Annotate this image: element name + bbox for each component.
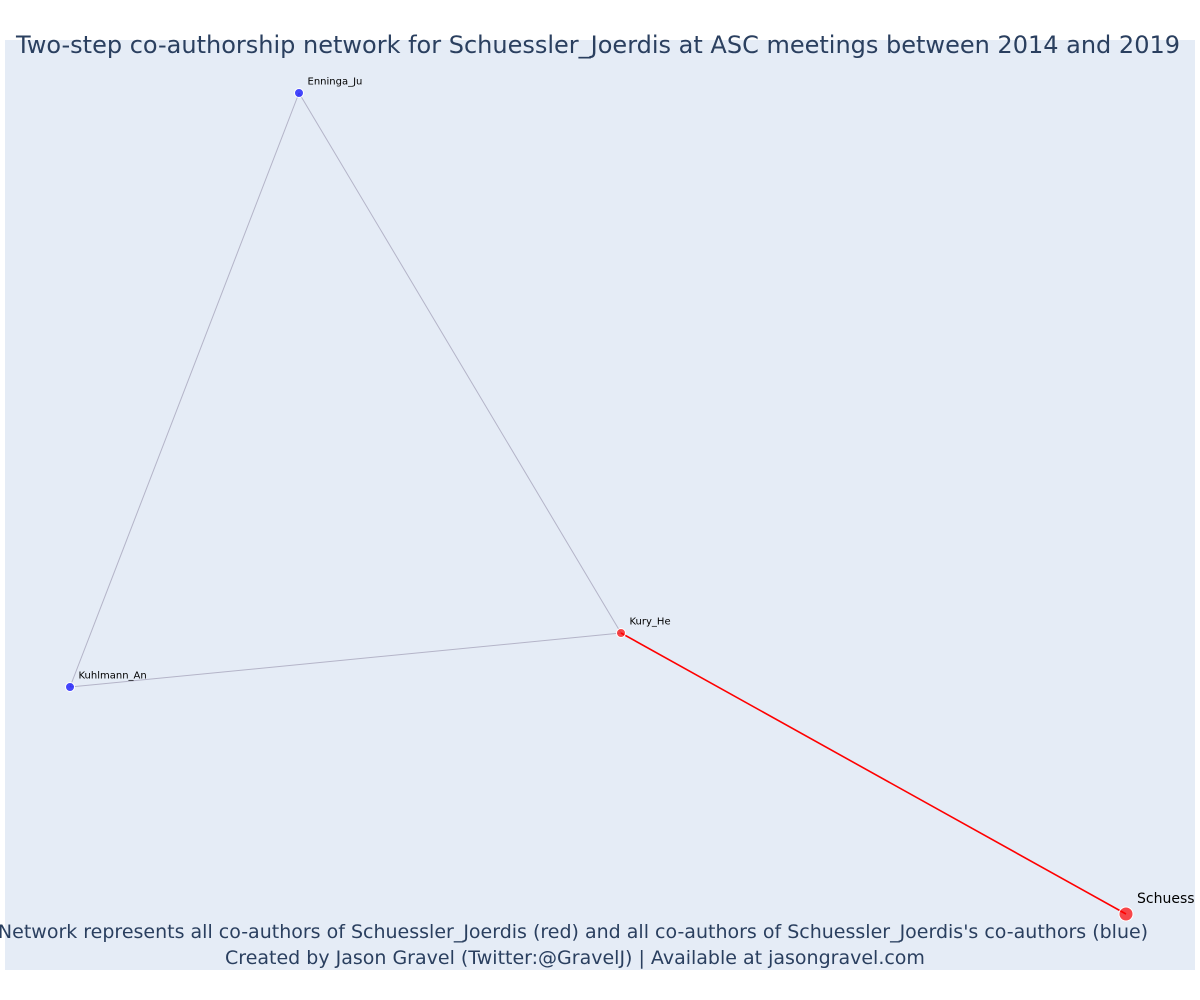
edge-Enninga_Ju-Kury_He (298, 92, 622, 634)
node-label-Kuhlmann_An: Kuhlmann_An (79, 671, 147, 682)
node-Kuhlmann_An[interactable] (65, 682, 75, 692)
caption-line-1: Network represents all co-authors of Sch… (0, 921, 1148, 943)
node-labels-layer: Enninga_Ju Kuhlmann_An Kury_He Schuessler_J… (79, 77, 1200, 908)
node-label-Schuessler_Joerdis: Schuessler_Joerdis (1137, 891, 1200, 907)
caption-line-2: Created by Jason Gravel (Twitter:@Gravel… (225, 947, 925, 969)
edges-layer (69, 92, 1127, 915)
edge-Enninga_Ju-Kuhlmann_An (69, 92, 300, 688)
node-label-Kury_He: Kury_He (630, 617, 671, 628)
nodes-layer (65, 88, 1134, 922)
node-Schuessler_Joerdis[interactable] (1118, 906, 1134, 922)
plot-area (5, 40, 1195, 970)
node-Kury_He[interactable] (616, 628, 626, 638)
chart-title: Two-step co-authorship network for Schue… (15, 31, 1180, 59)
node-label-Enninga_Ju: Enninga_Ju (308, 77, 363, 88)
node-Enninga_Ju[interactable] (294, 88, 304, 98)
edge-Kury_He-Schuessler_Joerdis (620, 632, 1127, 915)
edge-Kuhlmann_An-Kury_He (69, 632, 622, 688)
